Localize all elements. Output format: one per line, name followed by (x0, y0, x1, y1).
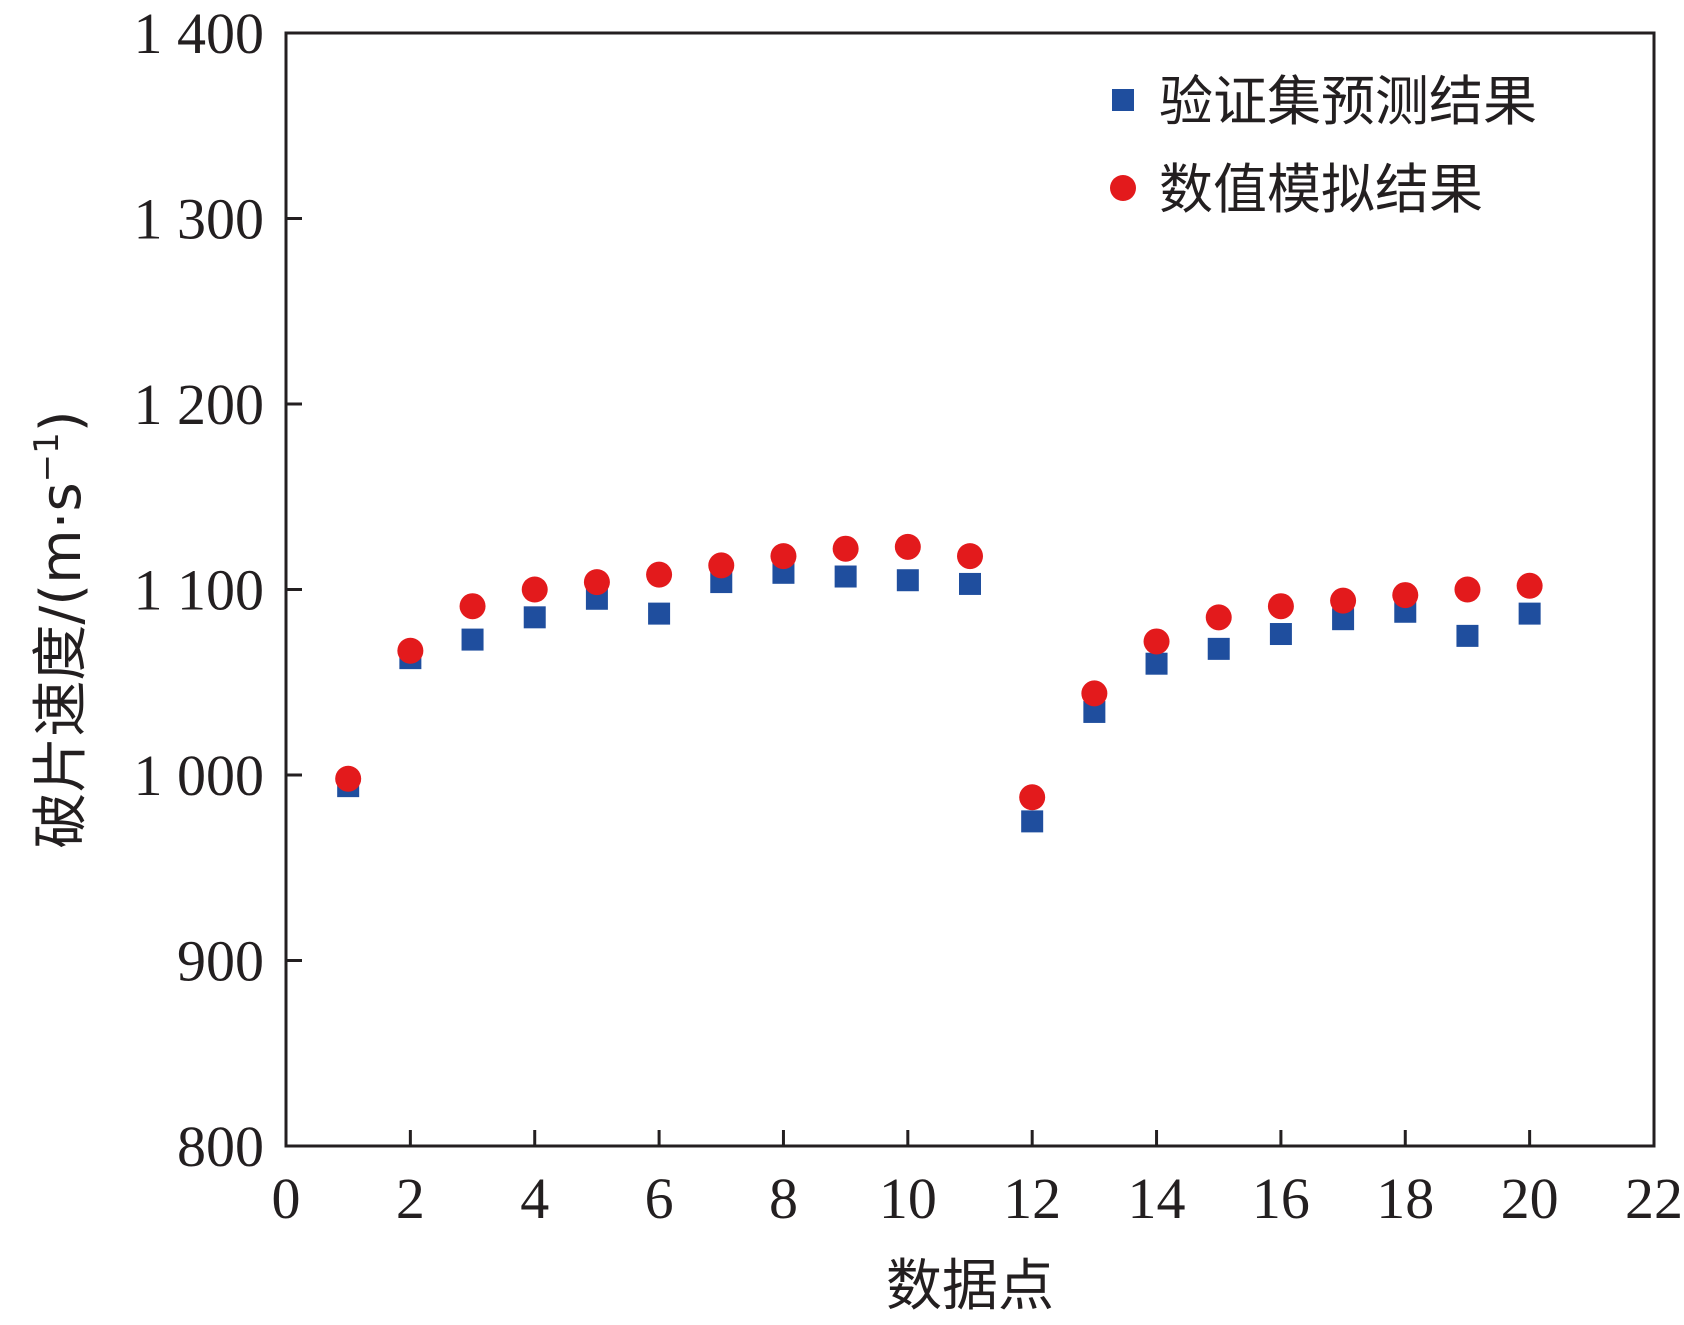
legend-label: 验证集预测结果 (1159, 70, 1537, 133)
y-axis-title-superscript: −1 (27, 432, 67, 482)
x-tick-label: 6 (645, 1166, 674, 1231)
point-circle (1330, 587, 1357, 614)
point-square (461, 628, 484, 651)
x-tick-label: 10 (879, 1166, 937, 1231)
point-circle (397, 637, 424, 664)
point-circle (1516, 572, 1543, 599)
y-tick-label: 1 200 (134, 372, 265, 437)
data-points (335, 533, 1543, 833)
y-axis-title-main: 破片速度/(m·s (29, 482, 94, 848)
x-axis-title: 数据点 (886, 1254, 1054, 1319)
point-square (1332, 608, 1355, 631)
point-square (523, 606, 546, 629)
point-circle (1143, 628, 1170, 655)
point-circle (1392, 582, 1419, 609)
point-square (1207, 637, 1230, 660)
point-circle (335, 765, 362, 792)
point-square (959, 572, 981, 595)
point-circle (1205, 604, 1232, 631)
x-tick-label: 18 (1376, 1166, 1434, 1231)
point-circle (459, 593, 486, 620)
point-circle (1454, 576, 1481, 603)
point-square (1083, 700, 1106, 723)
y-tick-label: 1 400 (134, 1, 265, 66)
point-square (648, 602, 671, 625)
x-tick-label: 0 (272, 1166, 301, 1231)
point-square (1518, 602, 1541, 625)
point-circle (646, 561, 673, 588)
point-circle (1081, 680, 1108, 707)
x-tick-label: 4 (520, 1166, 549, 1231)
legend-marker-square (1112, 89, 1134, 111)
x-tick-label: 20 (1501, 1166, 1559, 1231)
x-tick-label: 2 (396, 1166, 425, 1231)
x-tick-label: 16 (1252, 1166, 1310, 1231)
ticks: 0 2 4 6 8 10 12 14 16 18 20 22 800 900 1 000 1 100 1 200… (134, 1, 1684, 1231)
x-tick-label: 14 (1128, 1166, 1186, 1231)
point-circle (894, 533, 921, 560)
y-tick-label: 1 000 (134, 743, 265, 808)
point-square (896, 569, 919, 592)
y-tick-label: 1 300 (134, 187, 265, 252)
y-tick-label: 900 (177, 929, 264, 994)
point-circle (521, 576, 548, 603)
point-circle (1267, 593, 1294, 620)
point-square (1145, 652, 1168, 675)
point-square (1269, 623, 1292, 646)
point-circle (957, 543, 983, 570)
legend-marker-circle (1110, 175, 1136, 201)
y-tick-label: 800 (177, 1114, 264, 1179)
point-square (1021, 810, 1044, 833)
legend-label: 数值模拟结果 (1159, 158, 1483, 221)
x-tick-label: 22 (1625, 1166, 1683, 1231)
y-axis-title: 破片速度/(m·s−1) (27, 410, 94, 848)
axis-titles: 数据点 破片速度/(m·s−1) (27, 410, 1054, 1319)
point-square (1456, 624, 1479, 647)
y-axis-title-close: ) (29, 410, 94, 432)
x-tick-label: 8 (769, 1166, 798, 1231)
x-tick-label: 12 (1003, 1166, 1061, 1231)
point-square (834, 565, 857, 588)
y-tick-label: 1 100 (134, 558, 265, 623)
point-circle (770, 543, 797, 570)
point-circle (708, 552, 735, 579)
point-circle (583, 569, 610, 596)
point-circle (832, 535, 859, 562)
point-circle (1019, 784, 1046, 811)
